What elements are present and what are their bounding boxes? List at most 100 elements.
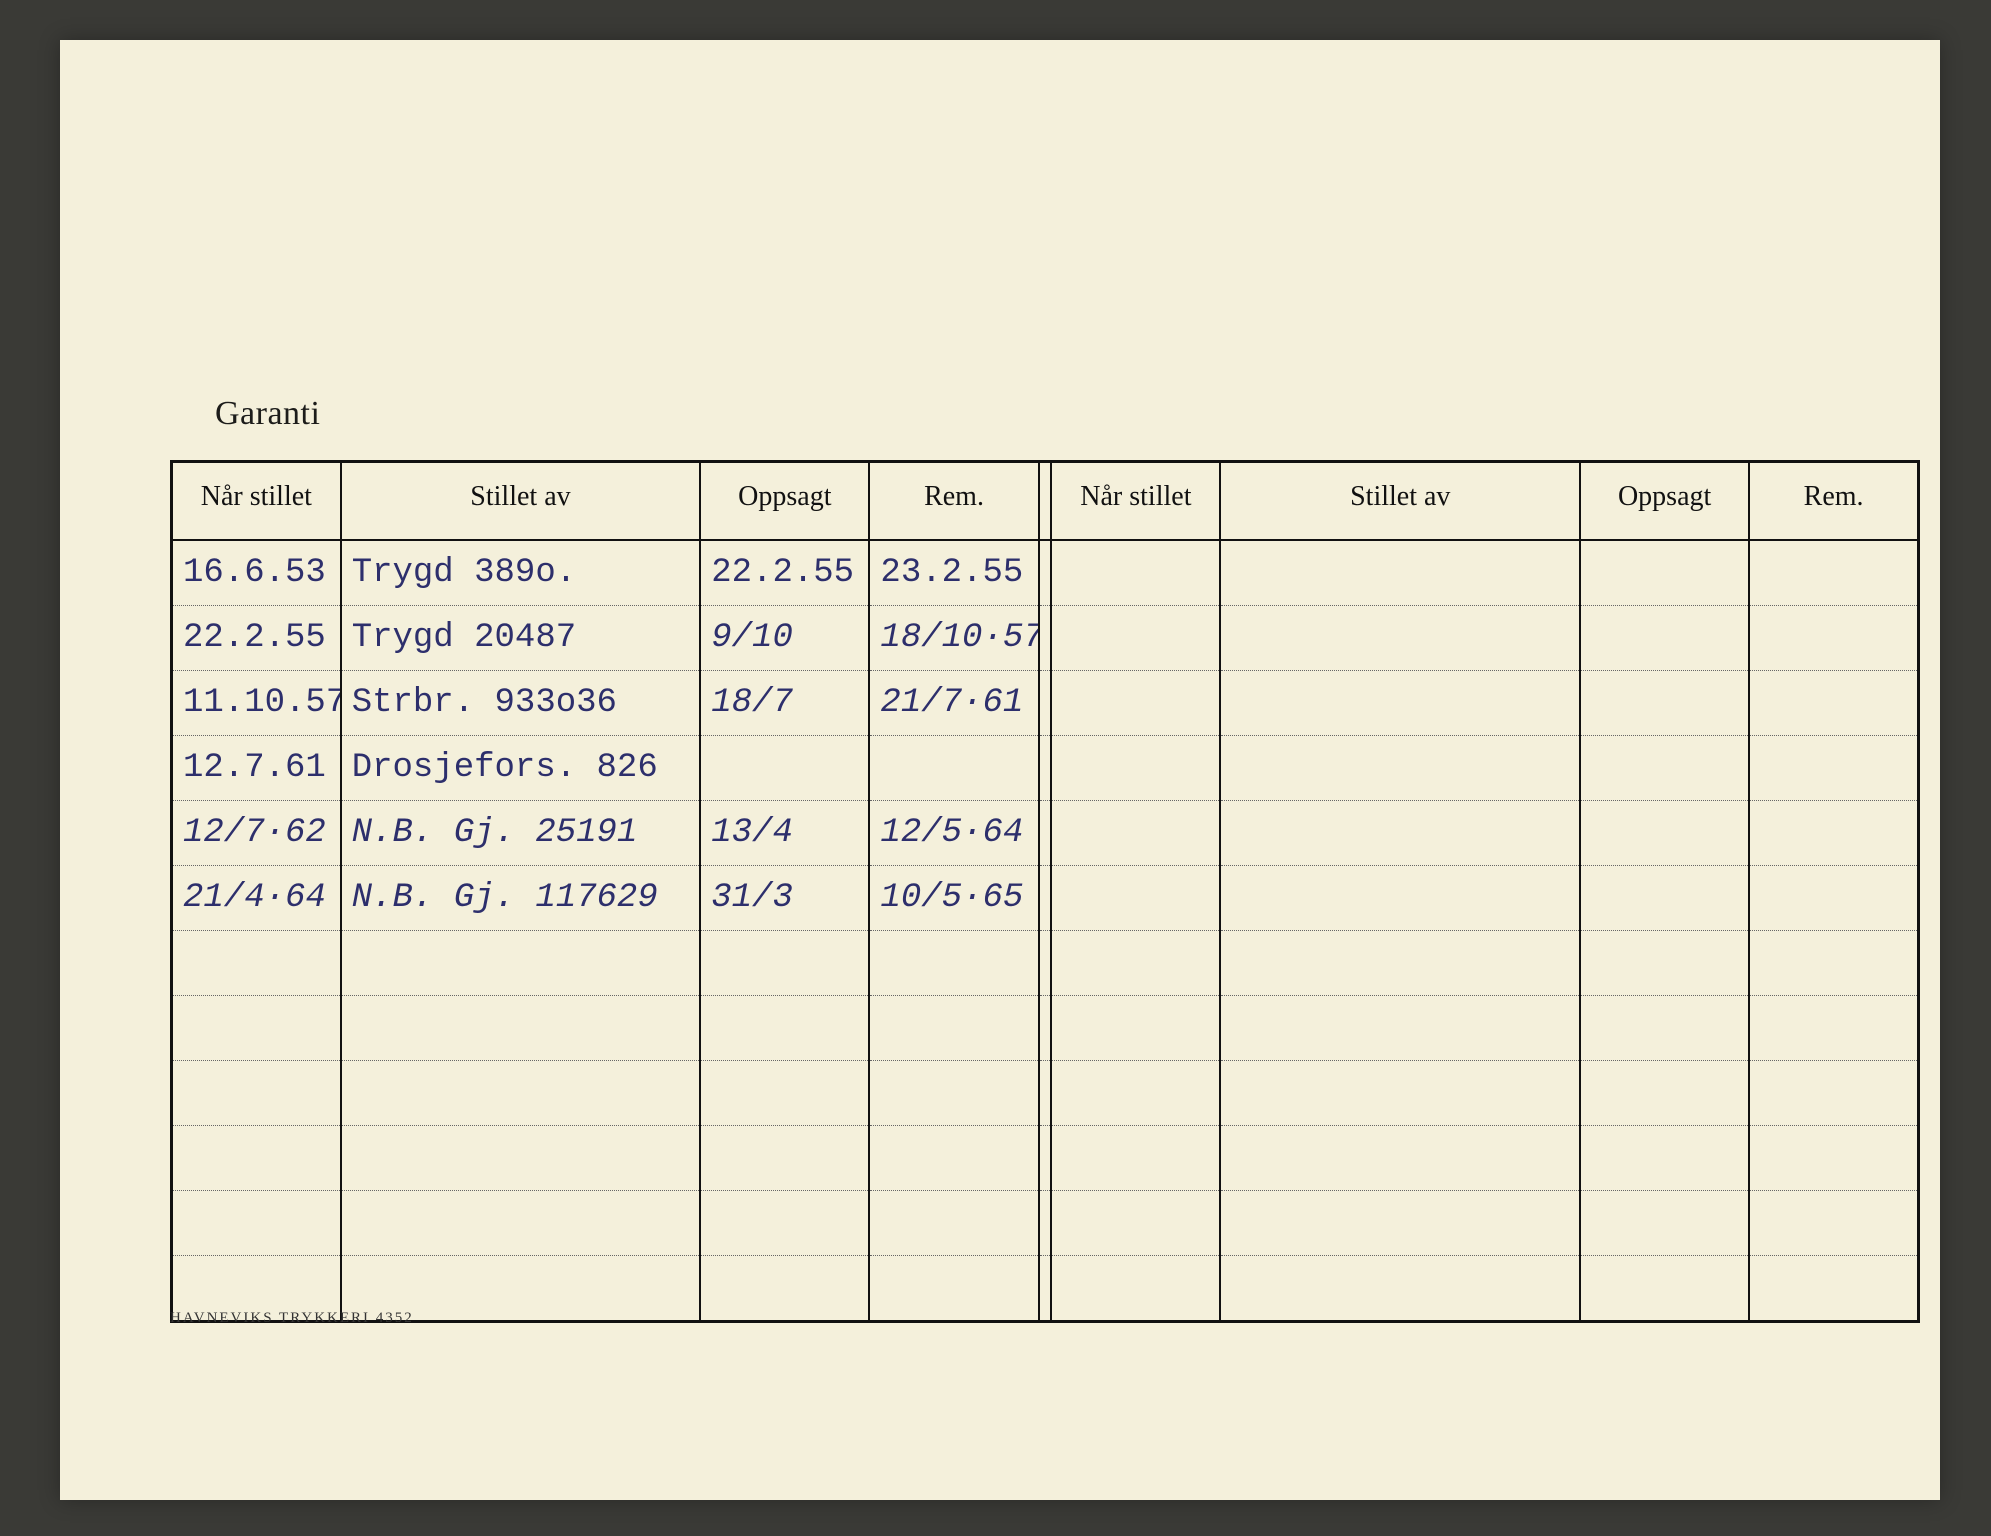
- table-cell: [700, 1126, 869, 1191]
- table-row: [172, 1256, 1919, 1322]
- table-cell: [1580, 1061, 1749, 1126]
- table-row: 21/4·64N.B. Gj. 11762931/310/5·65: [172, 866, 1919, 931]
- table-cell: [1749, 540, 1918, 606]
- table-cell: [1749, 1191, 1918, 1256]
- table-cell: [1580, 1256, 1749, 1322]
- column-divider: [1039, 996, 1052, 1061]
- col-header: Oppsagt: [700, 462, 869, 541]
- table-cell: [1051, 1256, 1220, 1322]
- table-cell: [341, 996, 701, 1061]
- table-cell: [1580, 996, 1749, 1061]
- table-cell: [1051, 540, 1220, 606]
- column-divider: [1039, 540, 1052, 606]
- table-row: 11.10.57Strbr. 933o3618/721/7·61: [172, 671, 1919, 736]
- table-cell: Trygd 389o.: [341, 540, 701, 606]
- table-cell: [1749, 606, 1918, 671]
- table-cell: [341, 1126, 701, 1191]
- table-cell: [869, 931, 1038, 996]
- col-header: Rem.: [869, 462, 1038, 541]
- table-cell: [1051, 1191, 1220, 1256]
- table-cell: Strbr. 933o36: [341, 671, 701, 736]
- col-header: Oppsagt: [1580, 462, 1749, 541]
- table-cell: [1580, 606, 1749, 671]
- table-cell: [700, 996, 869, 1061]
- column-divider: [1039, 801, 1052, 866]
- table-cell: [341, 1191, 701, 1256]
- table-cell: [869, 736, 1038, 801]
- table-cell: [1051, 996, 1220, 1061]
- table-cell: [1220, 1061, 1580, 1126]
- table-cell: [1220, 1126, 1580, 1191]
- table-row: [172, 1061, 1919, 1126]
- table-cell: [1220, 606, 1580, 671]
- table-cell: 9/10: [700, 606, 869, 671]
- table-cell: 18/10·57: [869, 606, 1038, 671]
- table-cell: [1749, 801, 1918, 866]
- table-cell: [700, 931, 869, 996]
- table-cell: [1220, 996, 1580, 1061]
- table-cell: [1580, 931, 1749, 996]
- table-cell: [1749, 931, 1918, 996]
- table-cell: [1220, 540, 1580, 606]
- table-cell: [1051, 1126, 1220, 1191]
- table-cell: [700, 1191, 869, 1256]
- table-cell: 11.10.57: [172, 671, 341, 736]
- table-row: [172, 996, 1919, 1061]
- table-cell: [1580, 801, 1749, 866]
- table-cell: 12/7·62: [172, 801, 341, 866]
- col-header: Når stillet: [1051, 462, 1220, 541]
- col-header: Stillet av: [1220, 462, 1580, 541]
- table-cell: 31/3: [700, 866, 869, 931]
- table-cell: Drosjefors. 826: [341, 736, 701, 801]
- column-divider: [1039, 931, 1052, 996]
- table-cell: [1051, 606, 1220, 671]
- table-cell: [1051, 866, 1220, 931]
- table-cell: [869, 1061, 1038, 1126]
- table-cell: [172, 996, 341, 1061]
- column-divider: [1039, 866, 1052, 931]
- table-cell: [1051, 736, 1220, 801]
- table-cell: [1051, 671, 1220, 736]
- table-header-row: Når stillet Stillet av Oppsagt Rem. Når …: [172, 462, 1919, 541]
- table-cell: [1051, 931, 1220, 996]
- table-cell: [869, 1256, 1038, 1322]
- table-cell: [172, 1191, 341, 1256]
- table-cell: [172, 931, 341, 996]
- table-row: [172, 1126, 1919, 1191]
- table-cell: 12.7.61: [172, 736, 341, 801]
- table-cell: [1580, 1191, 1749, 1256]
- table-cell: 21/4·64: [172, 866, 341, 931]
- column-divider: [1039, 1191, 1052, 1256]
- garanti-table: Når stillet Stillet av Oppsagt Rem. Når …: [170, 460, 1920, 1323]
- paper-card: Garanti Når stillet Stillet av Oppsagt R…: [60, 40, 1940, 1500]
- table-row: 22.2.55Trygd 204879/1018/10·57: [172, 606, 1919, 671]
- table-cell: [1051, 801, 1220, 866]
- section-title: Garanti: [215, 395, 320, 433]
- printer-mark: HAVNEVIKS TRYKKERI 4352: [170, 1310, 414, 1327]
- column-divider: [1039, 1061, 1052, 1126]
- table-cell: 10/5·65: [869, 866, 1038, 931]
- table-cell: 22.2.55: [700, 540, 869, 606]
- table-cell: Trygd 20487: [341, 606, 701, 671]
- table-cell: 21/7·61: [869, 671, 1038, 736]
- table-cell: [1749, 1256, 1918, 1322]
- table-cell: [172, 1061, 341, 1126]
- table-cell: 12/5·64: [869, 801, 1038, 866]
- table-cell: [172, 1126, 341, 1191]
- table-cell: [1749, 866, 1918, 931]
- table-cell: N.B. Gj. 117629: [341, 866, 701, 931]
- table-cell: [1580, 540, 1749, 606]
- table-cell: [1749, 1061, 1918, 1126]
- table-cell: 13/4: [700, 801, 869, 866]
- table-cell: 16.6.53: [172, 540, 341, 606]
- column-divider: [1039, 1256, 1052, 1322]
- table-cell: [1749, 996, 1918, 1061]
- col-header: Rem.: [1749, 462, 1918, 541]
- table-cell: [700, 1061, 869, 1126]
- column-divider: [1039, 1126, 1052, 1191]
- table-cell: [700, 736, 869, 801]
- column-divider: [1039, 736, 1052, 801]
- table-row: [172, 931, 1919, 996]
- table-cell: [1749, 736, 1918, 801]
- table-cell: [341, 1061, 701, 1126]
